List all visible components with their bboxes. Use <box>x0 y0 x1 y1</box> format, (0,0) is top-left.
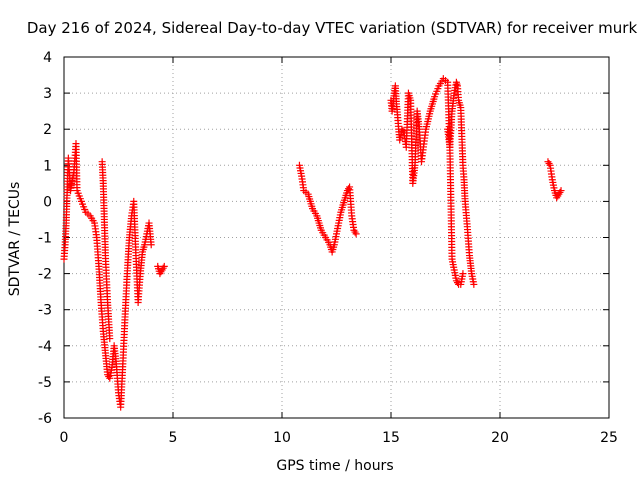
y-tick-label: 2 <box>43 122 52 138</box>
x-axis-ticks: 0 5 10 15 20 25 <box>60 57 618 446</box>
y-axis-ticks: -6 -5 -4 -3 -2 -1 0 1 2 3 4 <box>38 50 609 427</box>
x-tick-label: 15 <box>382 430 400 446</box>
y-tick-label: 1 <box>43 158 52 174</box>
data-point <box>557 187 565 195</box>
x-axis-label: GPS time / hours <box>276 458 393 474</box>
y-tick-label: 4 <box>43 50 52 66</box>
x-tick-label: 0 <box>60 430 69 446</box>
data-point <box>147 241 155 249</box>
y-axis-label: SDTVAR / TECUs <box>7 182 23 297</box>
data-point <box>106 335 114 343</box>
y-tick-label: -4 <box>38 339 52 355</box>
x-tick-label: 5 <box>169 430 178 446</box>
data-point <box>459 270 467 278</box>
x-tick-label: 25 <box>600 430 618 446</box>
y-tick-label: -2 <box>38 267 52 283</box>
chart-title: Day 216 of 2024, Sidereal Day-to-day VTE… <box>27 19 638 37</box>
data-point <box>352 230 360 238</box>
x-tick-label: 20 <box>491 430 509 446</box>
x-tick-label: 10 <box>273 430 291 446</box>
y-tick-label: -5 <box>38 375 52 391</box>
y-tick-label: 3 <box>43 86 52 102</box>
y-tick-label: -3 <box>38 303 52 319</box>
y-tick-label: 0 <box>43 194 52 210</box>
y-tick-label: -6 <box>38 411 52 427</box>
y-tick-label: -1 <box>38 231 52 247</box>
data-points <box>60 75 565 411</box>
data-point <box>160 262 168 270</box>
data-point <box>470 280 478 288</box>
